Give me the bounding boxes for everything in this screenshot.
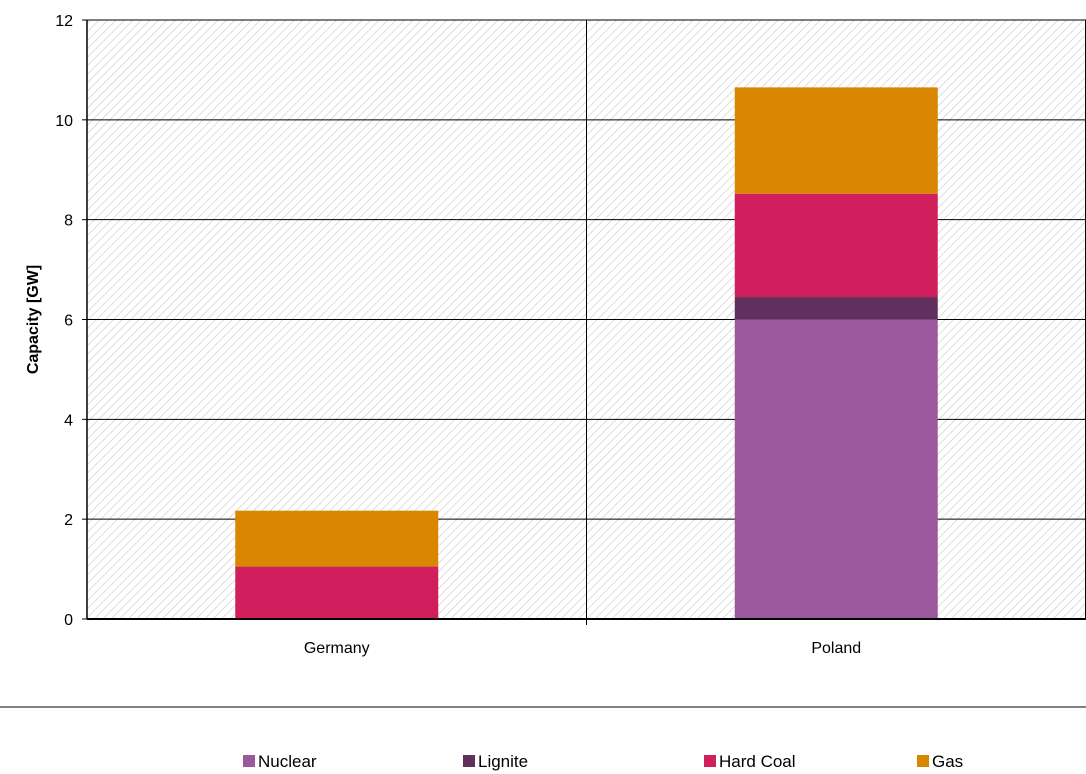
x-tick-label: Poland	[811, 640, 861, 657]
bar-poland-gas	[734, 87, 938, 194]
legend-entry-hard-coal: Hard Coal	[704, 752, 796, 771]
legend-entry-nuclear: Nuclear	[243, 752, 317, 771]
bars	[235, 87, 938, 619]
axes: 0 2 4 6 8 10 12 Germany Poland	[55, 13, 1086, 657]
legend-entry-gas: Gas	[917, 752, 963, 771]
y-tick-label: 4	[64, 412, 73, 429]
bar-poland-nuclear	[734, 319, 938, 619]
legend-swatch	[917, 755, 929, 767]
y-tick-label: 12	[55, 13, 73, 30]
legend-swatch	[704, 755, 716, 767]
legend-label: Nuclear	[258, 752, 317, 771]
y-tick-label: 8	[64, 213, 73, 230]
legend-label: Lignite	[478, 752, 528, 771]
legend: Nuclear Lignite Hard Coal Gas	[0, 706, 1086, 771]
legend-label: Hard Coal	[719, 752, 796, 771]
bar-germany-gas	[235, 510, 439, 567]
legend-entry-lignite: Lignite	[463, 752, 528, 771]
y-tick-label: 2	[64, 512, 73, 529]
y-axis-title: Capacity [GW]	[25, 265, 42, 374]
y-tick-label: 0	[64, 612, 73, 629]
y-tick-label: 10	[55, 113, 73, 130]
bar-germany-hard-coal	[235, 566, 439, 619]
legend-label: Gas	[932, 752, 963, 771]
bar-poland-hard-coal	[734, 193, 938, 298]
x-tick-label: Germany	[304, 640, 370, 657]
legend-swatch	[463, 755, 475, 767]
y-tick-label: 6	[64, 313, 73, 330]
legend-swatch	[243, 755, 255, 767]
bar-poland-lignite	[734, 297, 938, 320]
